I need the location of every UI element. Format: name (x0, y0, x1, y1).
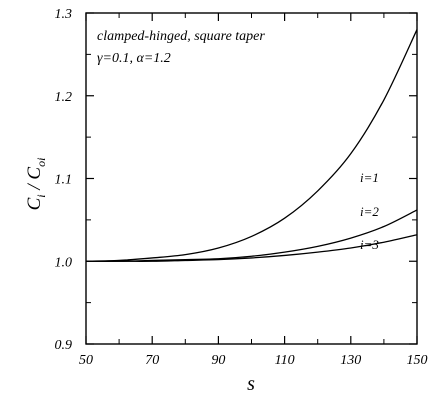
series-label-i3: i=3 (360, 237, 379, 252)
y-tick-label: 1.1 (55, 173, 73, 188)
x-tick-label: 50 (79, 353, 93, 368)
y-tick-label: 1.0 (55, 255, 73, 270)
annotation-line-1: clamped-hinged, square taper (97, 29, 265, 44)
series-line-3 (86, 234, 418, 262)
y-axis-label: Ci / Coi (24, 158, 48, 211)
series-label-i1: i=1 (360, 170, 379, 185)
y-axis-label-text: Ci / Coi (24, 158, 48, 211)
axis-tick-labels: 50 70 90 110 130 150 0.9 1.0 1.1 1.2 1.3 (55, 7, 428, 368)
series-line-1 (85, 29, 418, 262)
annotation: clamped-hinged, square taper γ=0.1, α=1.… (97, 29, 265, 66)
x-tick-label: 70 (145, 353, 159, 368)
series-lines (85, 29, 418, 262)
series-label-i2: i=2 (360, 204, 379, 219)
y-tick-label: 1.2 (55, 90, 73, 105)
x-tick-label: 130 (340, 353, 361, 368)
x-tick-label: 90 (211, 353, 225, 368)
annotation-line-2: γ=0.1, α=1.2 (97, 51, 171, 66)
series-labels: i=1 i=2 i=3 (360, 170, 379, 252)
y-tick-label: 1.3 (55, 7, 73, 22)
x-tick-label: 150 (407, 353, 428, 368)
y-tick-label: 0.9 (55, 338, 73, 353)
x-axis-label: s (247, 373, 255, 395)
axis-ticks (85, 12, 418, 345)
x-tick-label: 110 (275, 353, 295, 368)
